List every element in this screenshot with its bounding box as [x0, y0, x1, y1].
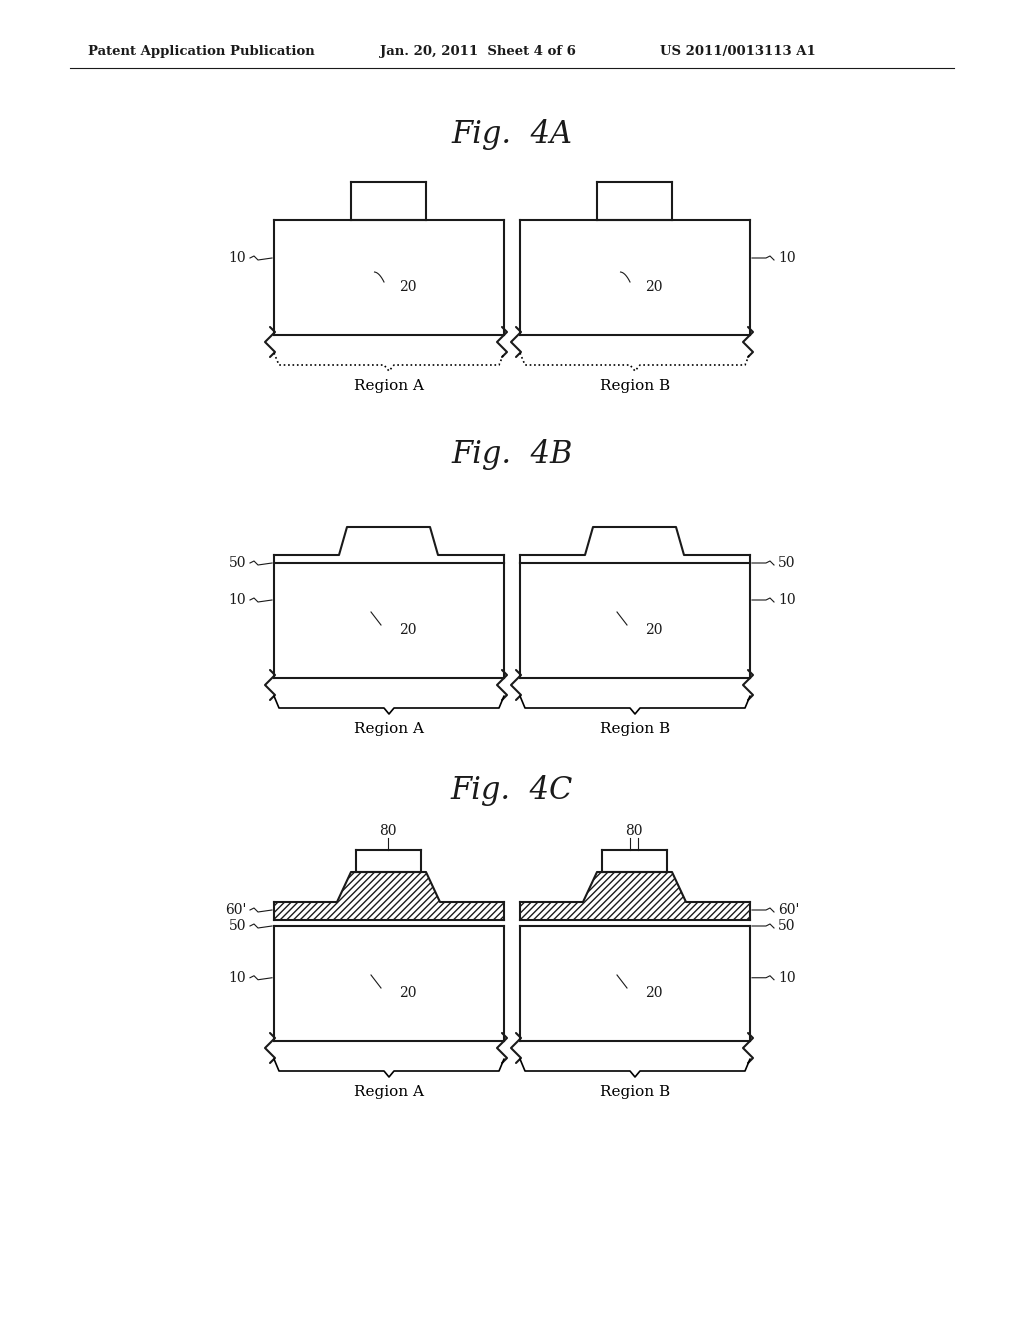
Text: 10: 10 — [778, 593, 796, 607]
Text: 10: 10 — [228, 593, 246, 607]
Text: 20: 20 — [645, 986, 663, 1001]
Text: 10: 10 — [228, 970, 246, 985]
Text: Region B: Region B — [600, 722, 670, 737]
Text: 20: 20 — [645, 280, 663, 294]
Text: 10: 10 — [778, 251, 796, 265]
Text: Fig.  4A: Fig. 4A — [452, 120, 572, 150]
Text: 50: 50 — [228, 919, 246, 933]
Text: 60': 60' — [224, 903, 246, 917]
Text: 10: 10 — [778, 970, 796, 985]
Text: 10: 10 — [228, 251, 246, 265]
Text: Patent Application Publication: Patent Application Publication — [88, 45, 314, 58]
Text: US 2011/0013113 A1: US 2011/0013113 A1 — [660, 45, 816, 58]
Text: 50: 50 — [778, 919, 796, 933]
Text: 20: 20 — [399, 623, 417, 638]
Text: 50: 50 — [228, 556, 246, 570]
Text: Fig.  4C: Fig. 4C — [451, 775, 573, 805]
Text: 20: 20 — [399, 986, 417, 1001]
Text: Region B: Region B — [600, 1085, 670, 1100]
Text: Region A: Region A — [354, 722, 424, 737]
Text: Region A: Region A — [354, 1085, 424, 1100]
Text: 80: 80 — [626, 824, 643, 838]
Text: 60': 60' — [778, 903, 800, 917]
Text: Region B: Region B — [600, 379, 670, 393]
Text: Fig.  4B: Fig. 4B — [452, 440, 572, 470]
Text: Jan. 20, 2011  Sheet 4 of 6: Jan. 20, 2011 Sheet 4 of 6 — [380, 45, 575, 58]
Text: 50: 50 — [778, 556, 796, 570]
Text: 20: 20 — [645, 623, 663, 638]
Text: Region A: Region A — [354, 379, 424, 393]
Text: 20: 20 — [399, 280, 417, 294]
Text: 80: 80 — [379, 824, 396, 838]
